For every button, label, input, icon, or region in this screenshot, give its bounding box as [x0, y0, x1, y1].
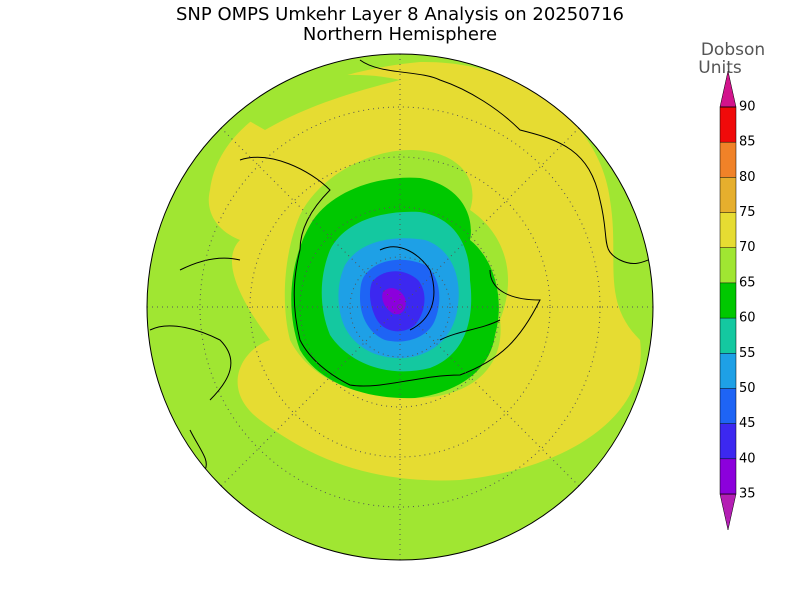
colorbar-low-triangle — [719, 493, 737, 531]
colorbar-tick-label: 35 — [739, 487, 756, 502]
title: SNP OMPS Umkehr Layer 8 Analysis on 2025… — [176, 4, 624, 25]
colorbar: 35 40 45 50 55 60 65 70 75 80 85 90 — [719, 70, 756, 531]
colorbar-segment — [720, 282, 736, 319]
colorbar-segment — [720, 142, 736, 178]
colorbar-tick-label: 75 — [739, 205, 756, 220]
coastline — [379, 246, 501, 341]
colorbar-tick-label: 50 — [739, 381, 756, 396]
colorbar-tick-label: 45 — [739, 416, 756, 431]
colorbar-segment — [720, 177, 736, 213]
colorbar-tick-label: 40 — [739, 451, 756, 466]
colorbar-segment — [720, 388, 736, 424]
graticule — [147, 54, 653, 560]
coastline — [149, 257, 241, 471]
latitude-circle — [349, 256, 451, 358]
colorbar-label: Dobson — [701, 40, 765, 60]
colorbar-segment — [720, 353, 736, 389]
coastline — [239, 156, 541, 387]
colorbar-segment — [720, 318, 736, 354]
coastline — [359, 59, 653, 265]
colorbar-tick-label: 55 — [739, 346, 756, 361]
colorbar-segment — [720, 247, 736, 283]
colorbar-tick-label: 85 — [739, 135, 756, 150]
coastlines — [149, 59, 653, 471]
latitude-circle — [299, 206, 501, 408]
latitude-circle — [249, 156, 551, 458]
colorbar-label: Units — [698, 58, 742, 78]
colorbar-tick-label: 60 — [739, 311, 756, 326]
map-border — [146, 53, 654, 561]
colorbar-segment — [720, 212, 736, 248]
colorbar-tick-label: 80 — [739, 170, 756, 185]
colorbar-segment — [720, 423, 736, 459]
latitude-circle — [199, 106, 601, 508]
colorbar-tick-label: 70 — [739, 240, 756, 255]
colorbar-segment — [720, 458, 736, 494]
colorbar-tick-label: 90 — [739, 100, 756, 115]
ozone-map — [147, 54, 653, 560]
colorbar-tick-label: 65 — [739, 275, 756, 290]
colorbar-segment — [720, 107, 736, 143]
subtitle: Northern Hemisphere — [303, 24, 497, 45]
